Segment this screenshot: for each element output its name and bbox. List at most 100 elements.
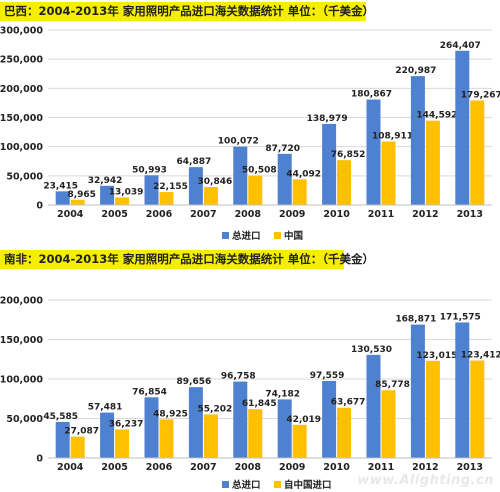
x-tick-label: 2008 <box>235 462 262 473</box>
bar <box>410 324 425 458</box>
bar <box>410 76 425 206</box>
bar <box>322 380 337 458</box>
chart-title: 巴西：2004-2013年 家用照明产品进口海关数据统计 单位：（千美金） <box>0 2 374 21</box>
legend-label: 自中国进口 <box>284 479 332 491</box>
x-tick-label: 2005 <box>101 462 127 473</box>
bar <box>425 360 440 458</box>
bar <box>233 381 248 458</box>
y-tick-label: 250,000 <box>0 55 43 66</box>
data-label: 44,092 <box>286 169 321 179</box>
x-tick-label: 2006 <box>146 462 173 473</box>
bar <box>100 185 115 205</box>
data-label: 85,778 <box>375 380 410 390</box>
data-label: 30,846 <box>198 177 233 187</box>
data-label: 168,871 <box>395 315 436 325</box>
y-tick-label: 50,000 <box>6 414 43 425</box>
y-tick-label: 50,000 <box>6 171 43 182</box>
x-tick-label: 2006 <box>146 209 173 220</box>
bar <box>115 197 130 205</box>
data-label: 22,155 <box>153 182 188 192</box>
data-label: 27,087 <box>64 427 99 437</box>
bar <box>70 199 85 205</box>
bar <box>70 436 85 458</box>
bar <box>188 387 203 458</box>
chart-canvas: 0 50,000 100,000 150,000 200,000 45,585 27,087… <box>0 296 500 492</box>
bar <box>455 322 470 458</box>
watermark: www.Alighting.cn <box>357 473 494 488</box>
bar <box>203 414 218 458</box>
data-label: 220,987 <box>395 66 436 76</box>
bar <box>337 160 352 205</box>
data-label: 45,585 <box>43 412 78 422</box>
data-label: 76,854 <box>132 387 167 397</box>
bar <box>55 191 70 205</box>
x-tick-label: 2004 <box>57 462 84 473</box>
data-label: 87,720 <box>265 144 300 154</box>
bar <box>292 424 307 458</box>
data-label: 264,407 <box>440 41 481 51</box>
data-label: 42,019 <box>286 415 321 425</box>
bar <box>100 412 115 458</box>
y-tick-label: 200,000 <box>0 296 43 307</box>
bar <box>248 175 263 205</box>
x-tick-label: 2010 <box>323 462 350 473</box>
data-label: 8,965 <box>67 190 95 200</box>
y-tick-label: 300,000 <box>0 26 43 37</box>
data-label: 63,677 <box>331 398 366 408</box>
y-tick-label: 200,000 <box>0 84 43 95</box>
data-label: 64,887 <box>177 157 212 167</box>
data-label: 61,845 <box>242 399 277 409</box>
x-tick-label: 2009 <box>279 462 305 473</box>
data-label: 171,575 <box>440 312 481 322</box>
bar <box>337 407 352 458</box>
data-label: 74,182 <box>265 389 300 399</box>
x-tick-label: 2013 <box>457 209 483 220</box>
bar <box>366 99 381 205</box>
x-tick-label: 2007 <box>190 209 216 220</box>
data-label: 36,237 <box>109 419 144 429</box>
bar <box>277 153 292 205</box>
legend-swatch <box>222 481 229 488</box>
x-tick-label: 2011 <box>368 209 394 220</box>
legend-label: 中国 <box>284 230 303 242</box>
data-label: 97,559 <box>310 371 345 381</box>
legend-swatch <box>274 481 281 488</box>
legend-label: 总进口 <box>232 230 261 242</box>
bar <box>455 50 470 205</box>
data-label: 55,202 <box>198 404 233 414</box>
bar <box>159 419 174 458</box>
x-tick-label: 2013 <box>457 462 483 473</box>
y-tick-label: 0 <box>36 201 43 212</box>
data-label: 108,911 <box>372 131 413 141</box>
data-label: 32,942 <box>88 176 123 186</box>
data-label: 50,508 <box>242 166 277 176</box>
data-label: 96,758 <box>221 372 256 382</box>
data-label: 180,867 <box>351 89 392 99</box>
bar <box>470 360 485 458</box>
x-tick-label: 2005 <box>101 209 127 220</box>
data-label: 179,267 <box>461 90 500 100</box>
y-tick-label: 100,000 <box>0 142 43 153</box>
data-label: 48,925 <box>153 409 188 419</box>
data-label: 23,415 <box>43 181 78 191</box>
bar <box>322 123 337 205</box>
x-tick-label: 2012 <box>412 462 438 473</box>
chart-panel-brazil: 巴西：2004-2013年 家用照明产品进口海关数据统计 单位：（千美金） 0 5… <box>0 0 500 245</box>
x-tick-label: 2007 <box>190 462 216 473</box>
bar <box>233 146 248 205</box>
x-tick-label: 2011 <box>368 462 394 473</box>
legend-swatch <box>274 232 281 239</box>
bar <box>425 120 440 205</box>
bar <box>144 397 159 458</box>
y-tick-label: 100,000 <box>0 375 43 386</box>
data-label: 138,979 <box>307 114 348 124</box>
data-label: 89,656 <box>177 377 212 387</box>
data-label: 100,072 <box>218 137 259 147</box>
chart-canvas: 0 50,000 100,000 150,000 200,000 250,000 300,0… <box>0 26 500 243</box>
bar <box>381 141 396 205</box>
data-label: 13,039 <box>109 187 144 197</box>
y-tick-label: 150,000 <box>0 335 43 346</box>
data-label: 123,015 <box>416 351 457 361</box>
x-tick-label: 2012 <box>412 209 438 220</box>
x-tick-label: 2009 <box>279 209 305 220</box>
